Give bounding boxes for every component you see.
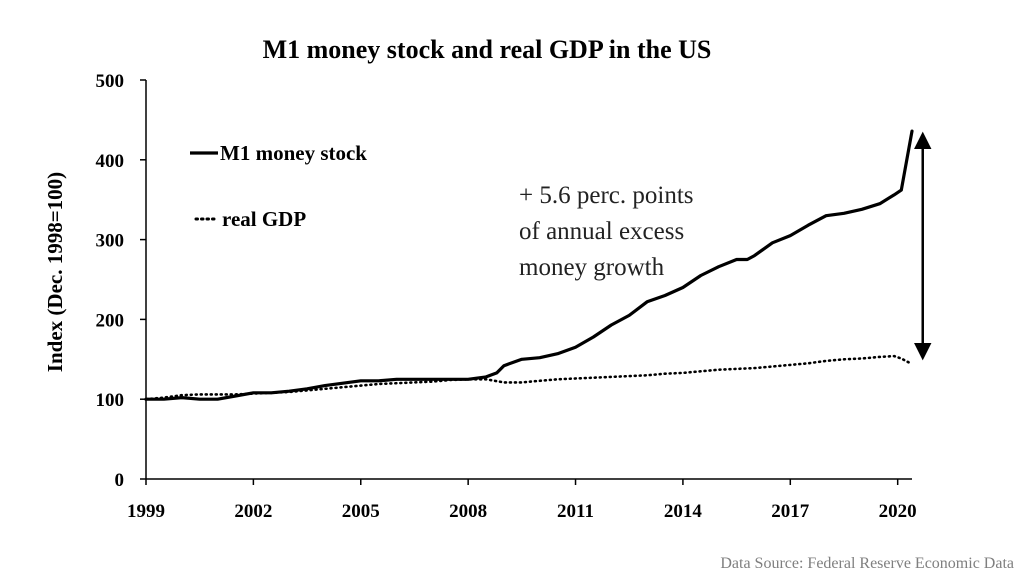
x-tick-label: 1999	[127, 501, 165, 522]
y-tick-label: 200	[96, 310, 125, 331]
y-tick-label: 300	[96, 231, 125, 252]
data-source: Data Source: Federal Reserve Economic Da…	[720, 555, 1014, 572]
x-ticks: 1999 2002 2005 2008 2011 2014 2017 2020	[127, 479, 917, 522]
annotation-line-3: money growth	[519, 254, 665, 281]
y-tick-label: 400	[96, 151, 125, 172]
legend-label-m1: M1 money stock	[220, 141, 367, 165]
chart-title: M1 money stock and real GDP in the US	[263, 35, 712, 64]
x-tick-label: 2011	[557, 501, 594, 522]
series-layer	[144, 129, 914, 401]
x-tick-label: 2002	[234, 501, 272, 522]
legend: M1 money stock real GDP	[190, 141, 367, 231]
series-line-m1	[144, 129, 914, 401]
series-line-gdp	[144, 354, 914, 401]
y-ticks: 0 100 200 300 400 500	[96, 71, 146, 491]
annotation: + 5.6 perc. points of annual excess mone…	[519, 131, 932, 361]
x-tick-label: 2005	[342, 501, 380, 522]
y-axis-label: Index (Dec. 1998=100)	[43, 172, 67, 372]
y-tick-label: 0	[115, 470, 125, 491]
y-tick-label: 100	[96, 390, 125, 411]
annotation-line-2: of annual excess	[519, 218, 684, 245]
y-tick-label: 500	[96, 71, 125, 92]
x-tick-label: 2014	[664, 501, 703, 522]
x-tick-label: 2017	[771, 501, 810, 522]
legend-label-gdp: real GDP	[222, 207, 306, 231]
annotation-line-1: + 5.6 perc. points	[519, 182, 694, 209]
x-tick-label: 2020	[879, 501, 917, 522]
axes	[145, 80, 912, 480]
x-tick-label: 2008	[449, 501, 487, 522]
